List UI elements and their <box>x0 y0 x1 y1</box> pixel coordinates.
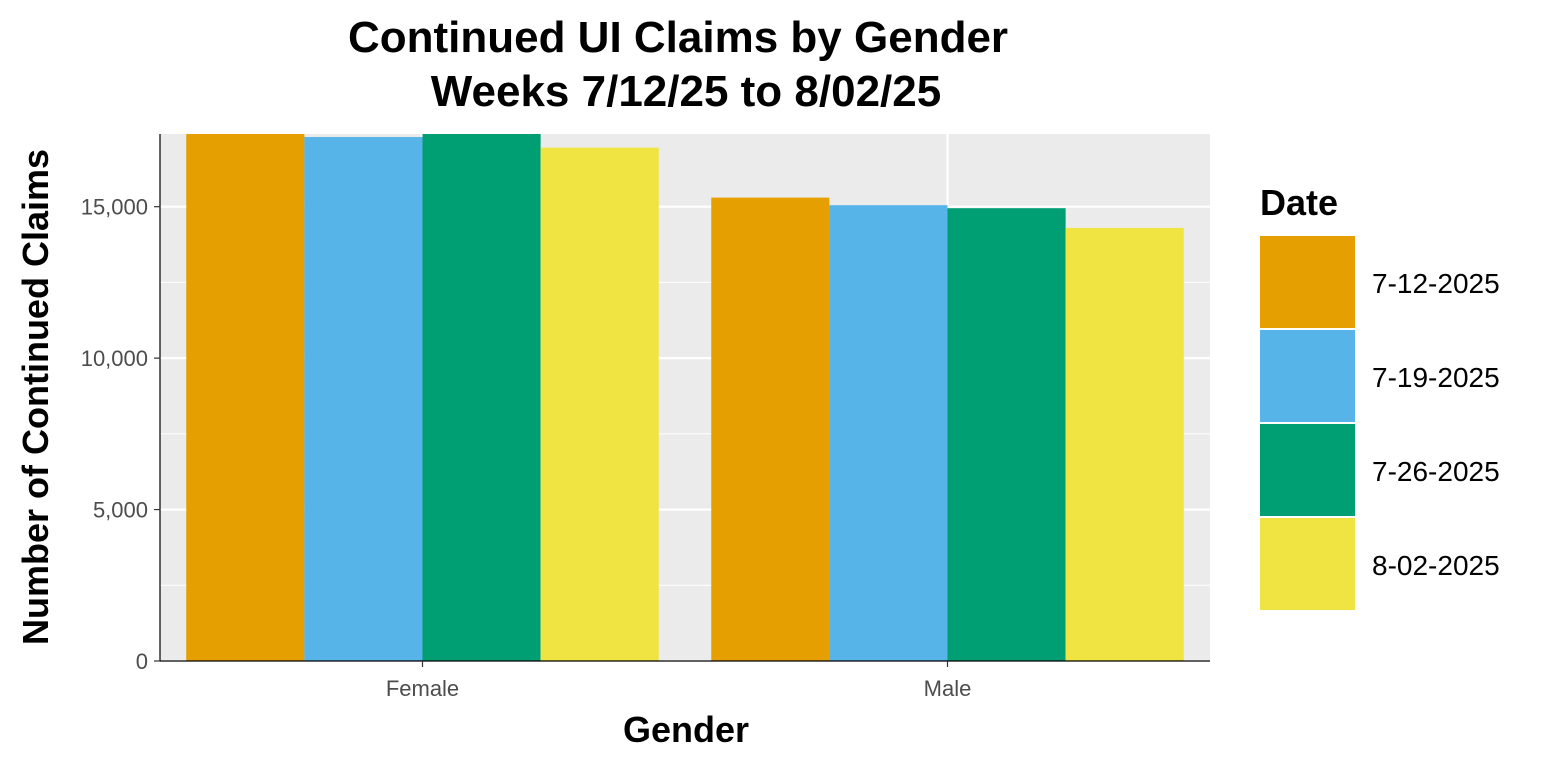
legend-key-7-12-2025 <box>1260 236 1355 328</box>
x-tick-label-male: Male <box>924 676 972 701</box>
bar-group <box>186 134 1184 662</box>
y-axis-title: Number of Continued Claims <box>15 149 56 645</box>
bar-male-7-19-2025 <box>829 205 948 661</box>
legend-label-7-19-2025: 7-19-2025 <box>1372 362 1500 393</box>
legend-title: Date <box>1260 182 1338 223</box>
x-tick-label-female: Female <box>386 676 459 701</box>
legend-label-8-02-2025: 8-02-2025 <box>1372 550 1500 581</box>
legend-label-7-26-2025: 7-26-2025 <box>1372 456 1500 487</box>
bar-male-7-26-2025 <box>947 208 1066 661</box>
y-tick-label: 10,000 <box>81 346 148 371</box>
legend-key-7-26-2025 <box>1260 424 1355 516</box>
bar-female-8-02-2025 <box>540 147 659 662</box>
legend: 7-12-2025 7-19-2025 7-26-2025 8-02-2025 <box>1260 236 1500 610</box>
y-tick-label: 5,000 <box>93 498 148 523</box>
legend-key-8-02-2025 <box>1260 518 1355 610</box>
legend-label-7-12-2025: 7-12-2025 <box>1372 268 1500 299</box>
y-axis-ticks: 0 5,000 10,000 15,000 <box>81 195 160 674</box>
y-tick-label: 15,000 <box>81 195 148 220</box>
bar-female-7-19-2025 <box>304 137 423 661</box>
bar-male-7-12-2025 <box>711 197 830 661</box>
bar-male-8-02-2025 <box>1065 227 1184 661</box>
bar-female-7-12-2025 <box>186 134 305 661</box>
x-axis-title: Gender <box>623 709 749 750</box>
legend-key-7-19-2025 <box>1260 330 1355 422</box>
y-tick-label: 0 <box>136 649 148 674</box>
chart-title-line-2: Weeks 7/12/25 to 8/02/25 <box>431 67 941 116</box>
chart-title-line-1: Continued UI Claims by Gender <box>348 13 1008 62</box>
bar-female-7-26-2025 <box>422 134 541 661</box>
x-axis-ticks: Female Male <box>386 661 972 701</box>
